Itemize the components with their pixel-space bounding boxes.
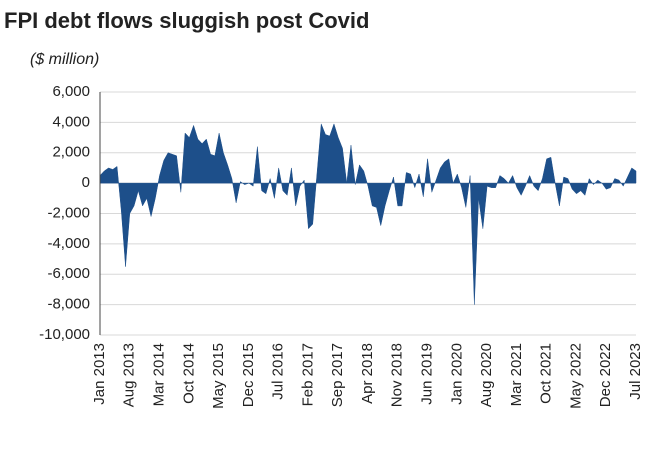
y-tick-label: 2,000 <box>52 144 90 161</box>
chart-subtitle: ($ million) <box>30 51 99 68</box>
x-tick-label: Aug 2020 <box>478 343 495 407</box>
x-tick-label: Feb 2017 <box>299 343 316 406</box>
chart-title: FPI debt flows sluggish post Covid <box>4 8 369 33</box>
x-tick-label: Jan 2013 <box>91 343 108 405</box>
x-tick-label: Dec 2022 <box>597 343 614 407</box>
y-tick-label: -8,000 <box>47 296 90 313</box>
y-tick-label: -6,000 <box>47 265 90 282</box>
y-tick-label: 4,000 <box>52 113 90 130</box>
x-tick-label: Oct 2014 <box>180 343 197 404</box>
y-tick-label: -2,000 <box>47 204 90 221</box>
x-tick-label: Jul 2023 <box>627 343 644 400</box>
x-tick-label: Mar 2014 <box>151 343 168 406</box>
x-tick-label: Jun 2019 <box>419 343 436 405</box>
x-tick-label: Jul 2016 <box>270 343 287 400</box>
y-tick-label: 0 <box>82 174 90 191</box>
x-tick-label: May 2015 <box>210 343 227 409</box>
x-tick-label: Aug 2013 <box>121 343 138 407</box>
x-tick-label: Apr 2018 <box>359 343 376 404</box>
x-tick-label: Jan 2020 <box>448 343 465 405</box>
x-tick-label: Sep 2017 <box>329 343 346 407</box>
x-tick-label: Nov 2018 <box>389 343 406 407</box>
y-tick-label: -4,000 <box>47 235 90 252</box>
x-tick-label: Dec 2015 <box>240 343 257 407</box>
area <box>99 123 637 305</box>
y-tick-label: 6,000 <box>52 83 90 100</box>
x-tick-label: May 2022 <box>567 343 584 409</box>
y-tick-label: -10,000 <box>39 326 90 343</box>
x-tick-label: Oct 2021 <box>538 343 555 404</box>
x-tick-label: Mar 2021 <box>508 343 525 406</box>
